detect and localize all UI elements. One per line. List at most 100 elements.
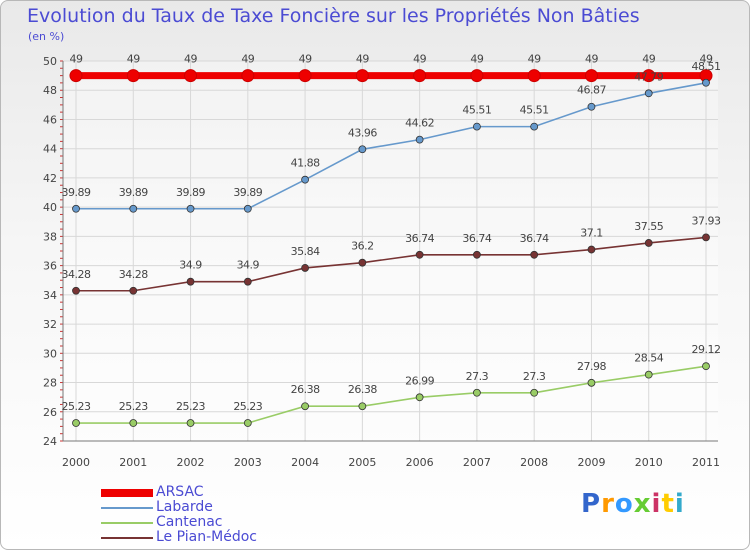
- x-tick-label-2010: 2010: [635, 456, 663, 469]
- point-labarde-2002: [186, 204, 195, 213]
- point-labarde-2004: [301, 175, 309, 184]
- y-tick-label-40: 40: [43, 201, 57, 214]
- data-label-le-pian-m-doc-2001: 34.28: [119, 268, 148, 281]
- point-le-pian-m-doc-2000: [72, 286, 80, 295]
- point-labarde-2005: [358, 145, 367, 154]
- data-label-arsac-2008: 49: [528, 53, 541, 66]
- data-label-arsac-2007: 49: [470, 53, 483, 66]
- data-label-labarde-2007: 45.51: [462, 104, 491, 117]
- series-line-labarde: [76, 81, 707, 210]
- data-label-labarde-2011: 48.51: [692, 60, 721, 73]
- y-tick-label-32: 32: [43, 318, 57, 331]
- data-label-le-pian-m-doc-2008: 36.74: [520, 232, 549, 245]
- data-label-le-pian-m-doc-2005: 36.2: [351, 240, 374, 253]
- data-label-cantenac-2010: 28.54: [634, 352, 663, 365]
- data-label-cantenac-2003: 25.23: [233, 400, 262, 413]
- data-label-labarde-2010: 47.79: [634, 70, 663, 83]
- point-cantenac-2000: [72, 419, 80, 427]
- x-tick-label-2002: 2002: [177, 456, 205, 469]
- data-label-labarde-2000: 39.89: [62, 186, 91, 199]
- x-tick-label-2005: 2005: [348, 456, 376, 469]
- x-tick-label-2008: 2008: [520, 456, 548, 469]
- y-tick-label-30: 30: [43, 347, 57, 360]
- data-label-le-pian-m-doc-2004: 35.84: [291, 245, 320, 258]
- data-label-labarde-2005: 43.96: [348, 126, 377, 139]
- y-tick-label-48: 48: [43, 84, 57, 97]
- y-tick-label-26: 26: [43, 406, 57, 419]
- data-label-le-pian-m-doc-2011: 37.93: [692, 214, 721, 227]
- data-label-arsac-2001: 49: [127, 53, 140, 66]
- legend-label-labarde: Labarde: [156, 499, 213, 515]
- y-tick-label-44: 44: [43, 143, 57, 156]
- y-tick-label-42: 42: [43, 172, 57, 185]
- data-label-arsac-2004: 49: [299, 53, 312, 66]
- point-arsac-2008: [527, 69, 541, 83]
- data-label-cantenac-2008: 27.3: [523, 370, 546, 383]
- point-arsac-2004: [298, 69, 312, 83]
- point-le-pian-m-doc-2007: [473, 250, 481, 259]
- data-label-arsac-2002: 49: [184, 53, 197, 66]
- data-label-le-pian-m-doc-2010: 37.55: [634, 220, 663, 233]
- point-cantenac-2009: [587, 378, 596, 387]
- point-labarde-2009: [587, 102, 596, 111]
- point-arsac-2005: [355, 69, 369, 83]
- point-le-pian-m-doc-2008: [530, 250, 539, 259]
- data-label-labarde-2006: 44.62: [405, 117, 434, 130]
- point-le-pian-m-doc-2011: [702, 233, 710, 242]
- legend-swatch-labarde: [101, 507, 153, 509]
- point-le-pian-m-doc-2009: [587, 245, 596, 254]
- data-label-cantenac-2004: 26.38: [291, 383, 320, 396]
- x-tick-label-2011: 2011: [692, 456, 720, 469]
- point-labarde-2008: [530, 122, 539, 131]
- y-tick-label-34: 34: [43, 289, 57, 302]
- data-label-le-pian-m-doc-2002: 34.9: [179, 259, 202, 272]
- data-label-le-pian-m-doc-2006: 36.74: [405, 232, 434, 245]
- data-label-labarde-2001: 39.89: [119, 186, 148, 199]
- data-label-arsac-2000: 49: [70, 53, 83, 66]
- data-label-labarde-2008: 45.51: [520, 104, 549, 117]
- point-le-pian-m-doc-2002: [186, 277, 195, 286]
- data-label-cantenac-2007: 27.3: [466, 370, 489, 383]
- data-label-labarde-2003: 39.89: [233, 186, 262, 199]
- point-arsac-2003: [241, 69, 255, 83]
- y-tick-label-36: 36: [43, 260, 57, 273]
- data-label-arsac-2009: 49: [585, 53, 598, 66]
- data-label-cantenac-2006: 26.99: [405, 374, 434, 387]
- point-arsac-2002: [184, 69, 198, 83]
- legend-label-cantenac: Cantenac: [156, 514, 223, 530]
- legend-label-le-pian-medoc: Le Pian-Médoc: [156, 529, 257, 545]
- point-labarde-2003: [243, 204, 252, 213]
- point-labarde-2000: [72, 204, 80, 213]
- x-tick-label-2006: 2006: [406, 456, 434, 469]
- y-tick-label-38: 38: [43, 230, 57, 243]
- data-label-arsac-2003: 49: [241, 53, 254, 66]
- y-tick-label-24: 24: [43, 435, 57, 448]
- x-tick-label-2001: 2001: [119, 456, 147, 469]
- point-le-pian-m-doc-2001: [129, 286, 138, 295]
- data-label-labarde-2004: 41.88: [291, 157, 320, 170]
- point-arsac-2010: [642, 69, 656, 83]
- data-label-le-pian-m-doc-2003: 34.9: [237, 259, 260, 272]
- point-cantenac-2006: [415, 393, 424, 402]
- x-tick-label-2004: 2004: [291, 456, 319, 469]
- series-line-le-pian-m-doc: [76, 236, 707, 292]
- series-line-cantenac: [76, 365, 707, 424]
- data-label-labarde-2002: 39.89: [176, 186, 205, 199]
- point-labarde-2001: [129, 204, 138, 213]
- chart-subtitle: (en %): [28, 30, 65, 43]
- data-label-le-pian-m-doc-2009: 37.1: [580, 227, 603, 240]
- point-cantenac-2007: [473, 388, 481, 397]
- point-le-pian-m-doc-2003: [243, 277, 252, 286]
- data-label-cantenac-2009: 27.98: [577, 360, 606, 373]
- data-label-cantenac-2000: 25.23: [62, 400, 91, 413]
- point-labarde-2010: [644, 89, 653, 98]
- point-cantenac-2004: [301, 402, 309, 411]
- data-label-le-pian-m-doc-2007: 36.74: [462, 232, 491, 245]
- legend-swatch-le-pian-medoc: [101, 537, 153, 539]
- point-labarde-2006: [415, 135, 424, 144]
- chart-title: Evolution du Taux de Taxe Foncière sur l…: [27, 5, 640, 27]
- y-tick-label-28: 28: [43, 377, 57, 390]
- point-arsac-2000: [69, 69, 83, 83]
